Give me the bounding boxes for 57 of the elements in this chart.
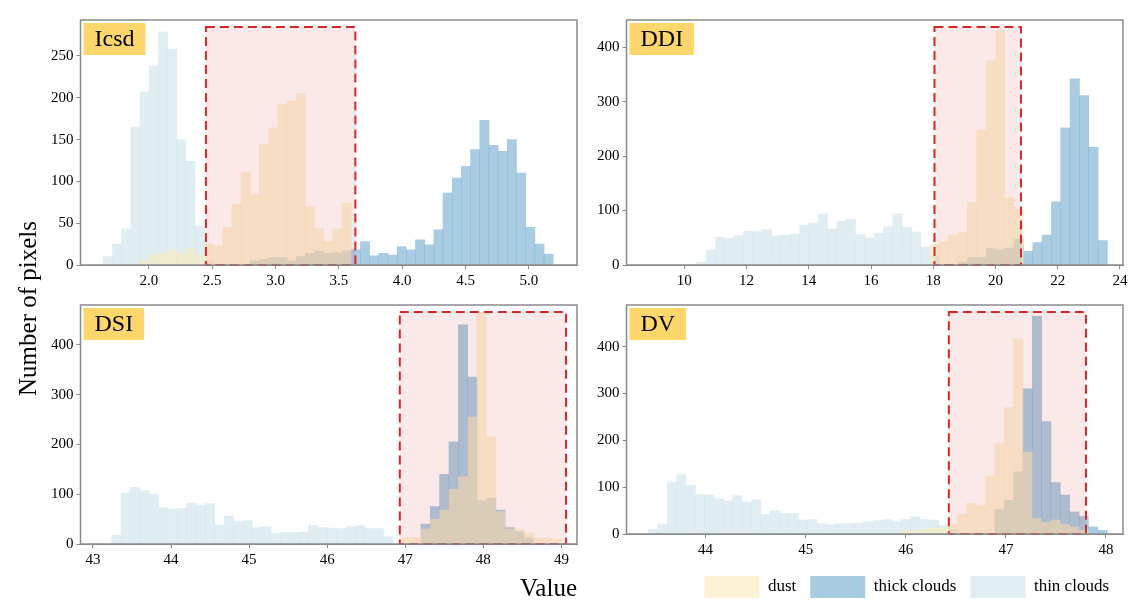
chart-title: DSI xyxy=(94,310,134,337)
x-tick-label: 49 xyxy=(553,550,569,567)
x-tick-label: 2.5 xyxy=(202,271,222,288)
x-tick-label: 5.0 xyxy=(519,271,539,288)
legend-label: thick clouds xyxy=(873,576,957,596)
y-tick-label: 400 xyxy=(51,335,74,352)
x-tick-label: 46 xyxy=(319,550,336,567)
y-tick-label: 200 xyxy=(51,88,74,105)
x-tick-label: 45 xyxy=(241,550,257,567)
y-tick-label: 200 xyxy=(51,435,74,452)
y-tick-label: 200 xyxy=(597,431,620,448)
x-tick-label: 44 xyxy=(163,550,180,567)
x-tick-label: 3.0 xyxy=(266,271,285,288)
y-axis-title: Number of pixels xyxy=(14,220,42,396)
y-tick-label: 200 xyxy=(597,147,620,164)
x-tick-label: 24 xyxy=(1112,271,1128,288)
y-tick-label: 50 xyxy=(58,214,74,231)
y-tick-label: 0 xyxy=(612,255,620,272)
legend-label: thin clouds xyxy=(1033,576,1110,596)
y-tick-label: 400 xyxy=(597,38,620,55)
x-tick-label: 48 xyxy=(1098,540,1114,557)
x-tick-label: 22 xyxy=(1050,271,1066,288)
y-tick-label: 100 xyxy=(597,478,620,495)
x-tick-label: 16 xyxy=(863,271,880,288)
y-tick-label: 0 xyxy=(612,524,620,541)
x-tick-label: 46 xyxy=(898,540,914,557)
chart-title: DV xyxy=(640,310,676,337)
x-tick-label: 18 xyxy=(925,271,941,288)
y-tick-label: 300 xyxy=(597,384,620,401)
x-tick-label: 45 xyxy=(798,540,814,557)
x-tick-label: 14 xyxy=(801,271,817,288)
y-tick-label: 0 xyxy=(66,534,74,551)
chart-title: Icsd xyxy=(94,25,135,52)
x-axis-title: Value xyxy=(520,573,577,601)
y-tick-label: 100 xyxy=(51,485,74,502)
x-tick-label: 43 xyxy=(85,550,101,567)
chart-title: DDI xyxy=(640,25,684,52)
y-tick-label: 250 xyxy=(51,46,74,63)
y-tick-label: 100 xyxy=(51,172,74,189)
legend-label: dust xyxy=(767,576,797,596)
y-tick-label: 0 xyxy=(66,255,74,272)
y-tick-label: 300 xyxy=(51,385,74,402)
x-tick-label: 3.5 xyxy=(329,271,349,288)
y-tick-label: 400 xyxy=(597,337,620,354)
x-tick-label: 48 xyxy=(475,550,491,567)
y-tick-label: 100 xyxy=(597,201,620,218)
x-tick-label: 12 xyxy=(739,271,755,288)
x-tick-label: 20 xyxy=(987,271,1003,288)
x-tick-label: 47 xyxy=(998,540,1014,557)
y-tick-label: 150 xyxy=(51,130,74,147)
x-tick-label: 47 xyxy=(397,550,414,567)
x-tick-label: 4.0 xyxy=(392,271,412,288)
x-tick-label: 10 xyxy=(676,271,692,288)
x-tick-label: 2.0 xyxy=(139,271,159,288)
x-tick-label: 44 xyxy=(698,540,714,557)
x-tick-label: 4.5 xyxy=(456,271,475,288)
y-tick-label: 300 xyxy=(597,92,620,109)
